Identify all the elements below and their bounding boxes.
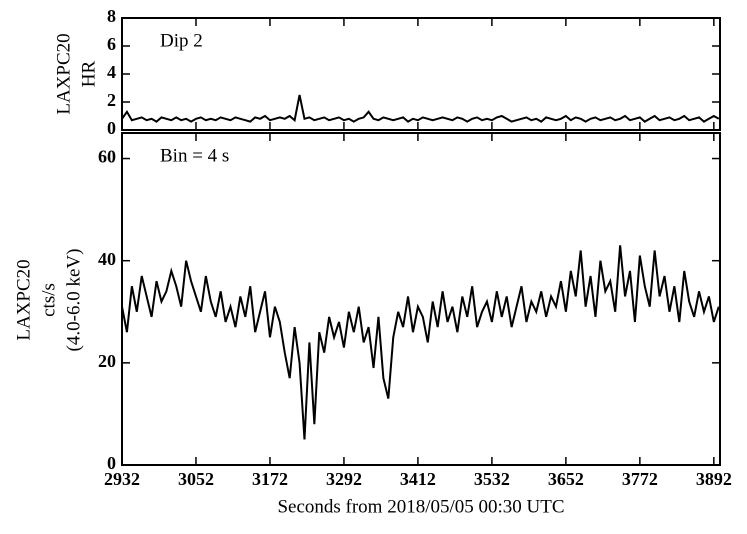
y-tick-label: 4 (107, 62, 116, 82)
data-line (121, 94, 720, 123)
y-tick-label: 20 (98, 351, 116, 371)
x-tick-label: 3292 (326, 469, 362, 489)
annotation: Bin = 4 s (160, 145, 229, 166)
x-tick-label: 2932 (104, 469, 140, 489)
plot-frame (121, 17, 721, 131)
x-tick-label: 3052 (178, 469, 214, 489)
x-axis-label: Seconds from 2018/05/05 00:30 UTC (277, 496, 564, 517)
data-line (121, 245, 720, 440)
y-axis-label: LAXPC20 (13, 259, 34, 340)
y-tick-label: 40 (98, 249, 116, 269)
y-tick-label: 60 (98, 147, 116, 167)
y-tick-label: 6 (107, 34, 116, 54)
x-tick-label: 3532 (474, 469, 510, 489)
y-axis-label: LAXPC20 (53, 33, 74, 114)
x-tick-label: 3652 (548, 469, 584, 489)
x-tick-label: 3412 (400, 469, 436, 489)
x-tick-label: 3172 (252, 469, 288, 489)
plot-frame (121, 132, 721, 466)
y-tick-label: 0 (107, 118, 116, 138)
y-tick-label: 2 (107, 90, 116, 110)
x-tick-label: 3772 (622, 469, 658, 489)
y-axis-label: HR (78, 60, 99, 87)
annotation: Dip 2 (160, 30, 203, 51)
y-axis-label: (4.0-6.0 keV) (63, 249, 84, 352)
y-tick-label: 8 (107, 6, 116, 26)
y-tick-label: 0 (107, 453, 116, 473)
x-tick-label: 3892 (696, 469, 732, 489)
y-axis-label: cts/s (38, 283, 59, 317)
